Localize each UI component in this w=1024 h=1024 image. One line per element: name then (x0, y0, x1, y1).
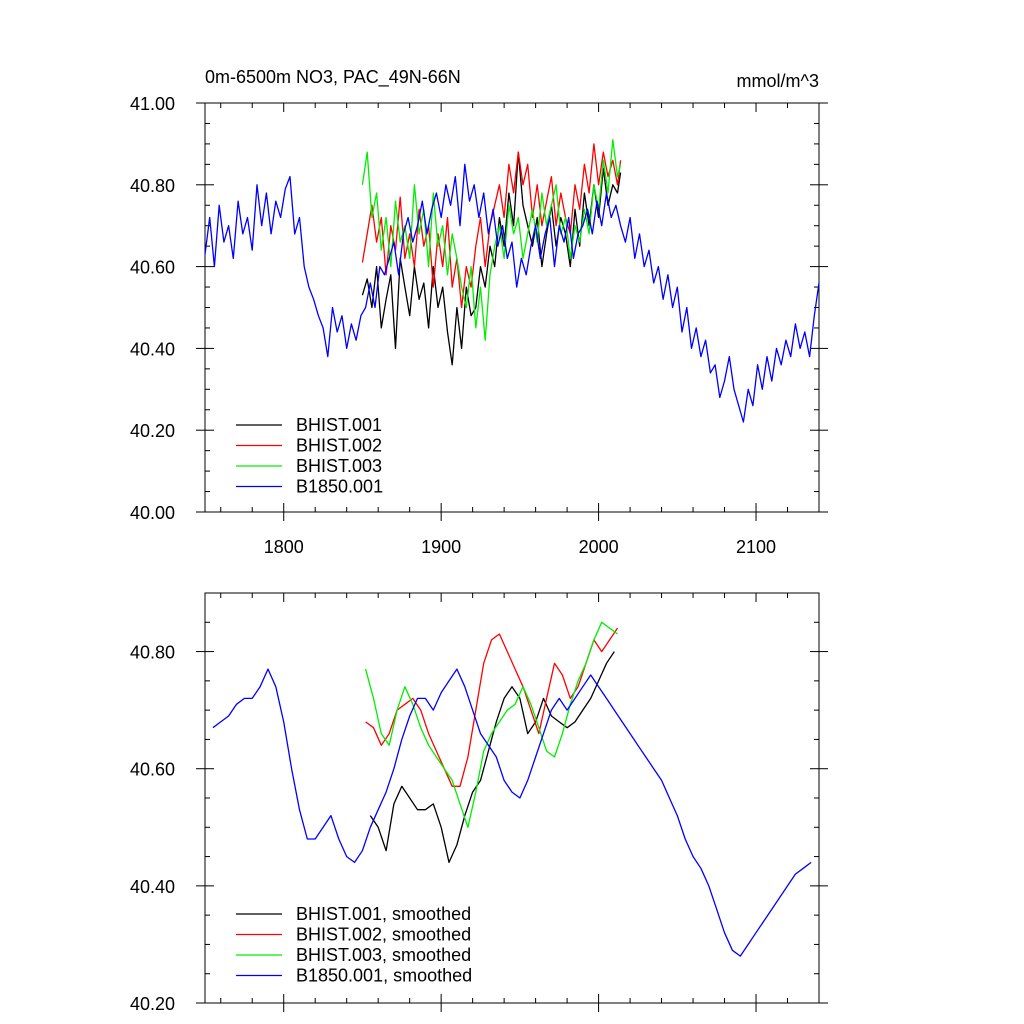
top-series-lines (204, 139, 820, 423)
legend-label: BHIST.001, smoothed (296, 904, 471, 924)
units-label: mmol/m^3 (737, 71, 819, 91)
y-tick-label: 40.80 (130, 176, 175, 196)
series-line-bhist-003-smoothed (364, 621, 618, 828)
y-tick-label: 40.20 (130, 421, 175, 441)
top-panel: 0m-6500m NO3, PAC_49N-66N mmol/m^3 1800 1… (130, 67, 828, 557)
legend-label: BHIST.001 (296, 415, 382, 435)
legend-label: BHIST.003, smoothed (296, 945, 471, 965)
y-tick-label: 40.40 (130, 877, 175, 897)
x-tick-label: 2000 (579, 537, 619, 557)
x-tick-label: 2100 (736, 537, 776, 557)
y-tick-label: 41.00 (130, 94, 175, 114)
bottom-axis-ticks: 40.20 40.40 40.60 40.80 (130, 592, 828, 1014)
legend-label: BHIST.003 (296, 456, 382, 476)
y-tick-label: 40.80 (130, 643, 175, 663)
y-tick-label: 40.00 (130, 503, 175, 523)
series-line-bhist-001-smoothed (369, 651, 615, 864)
legend-label: BHIST.002 (296, 436, 382, 456)
series-line-b1850-001-smoothed (212, 668, 812, 957)
bottom-series-lines (212, 621, 812, 957)
x-tick-label: 1900 (421, 537, 461, 557)
series-line-bhist-003 (361, 139, 622, 341)
legend-label: B1850.001, smoothed (296, 966, 472, 986)
y-tick-label: 40.60 (130, 258, 175, 278)
y-tick-label: 40.20 (130, 994, 175, 1014)
legend-label: B1850.001 (296, 477, 383, 497)
y-tick-label: 40.60 (130, 760, 175, 780)
y-tick-label: 40.40 (130, 339, 175, 359)
chart-title: 0m-6500m NO3, PAC_49N-66N (205, 67, 461, 88)
series-line-b1850-001 (204, 163, 820, 423)
series-line-bhist-002-smoothed (365, 627, 619, 787)
bottom-panel: 40.20 40.40 40.60 40.80 BHIST.001, smoothed… (130, 592, 828, 1014)
top-axis-ticks: 1800 1900 2000 2100 40.00 40.20 40.40 40.60 40.8… (130, 94, 828, 557)
x-tick-label: 1800 (264, 537, 304, 557)
legend-label: BHIST.002, smoothed (296, 925, 471, 945)
